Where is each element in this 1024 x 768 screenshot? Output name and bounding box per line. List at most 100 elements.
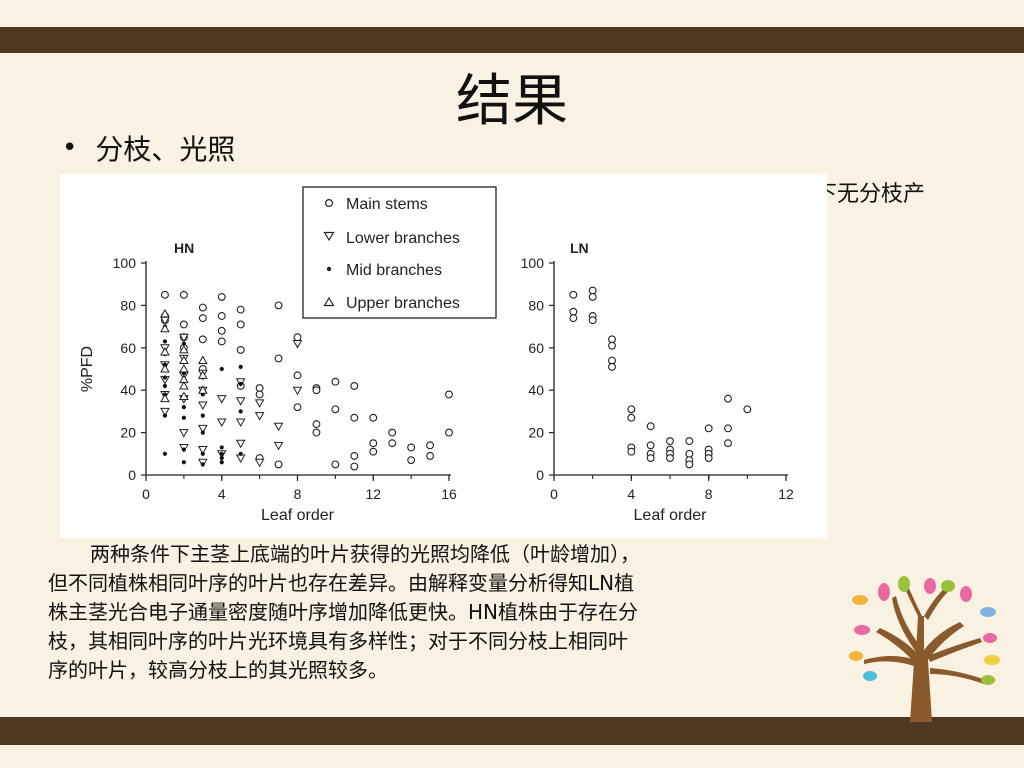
legend-upper-branches: Upper branches xyxy=(346,295,460,312)
panel-hn-point-main-stem xyxy=(331,377,340,386)
panel-hn-point-upper-branch xyxy=(179,355,189,365)
panel-hn-y-tick-label: 100 xyxy=(113,255,137,271)
panel-hn-y-tick-label: 20 xyxy=(120,425,136,441)
panel-hn-point-lower-branch xyxy=(160,407,170,417)
caption: 两种条件下主茎上底端的叶片获得的光照均降低（叶龄增加）， 但不同植株相同叶序的叶… xyxy=(48,540,808,685)
panel-hn-point-mid-branch xyxy=(200,451,205,456)
caption-line-3: 株主茎光合电子通量密度随叶序增加降低更快。HN植株由于存在分 xyxy=(48,600,638,624)
panel-ln-point-main-stem xyxy=(685,460,694,469)
panel-hn-point-lower-branch xyxy=(254,458,265,468)
panel-hn-point-main-stem xyxy=(350,451,359,460)
panel-hn-point-main-stem xyxy=(369,447,378,456)
legend-main-stems: Main stems xyxy=(346,196,428,213)
panel-hn-point-main-stem xyxy=(274,301,283,310)
panel-hn-point-mid-branch xyxy=(162,383,168,389)
panel-ln-x-tick-label: 12 xyxy=(778,486,794,502)
panel-hn-x-tick-label: 8 xyxy=(294,486,302,502)
panel-hn-point-main-stem xyxy=(312,420,321,429)
panel-hn-x-tick-label: 12 xyxy=(365,486,381,502)
panel-hn-x-tick-label: 0 xyxy=(142,486,150,502)
panel-hn-point-upper-branch xyxy=(179,344,189,354)
panel-hn-point-lower-branch xyxy=(235,439,246,449)
panel-hn-point-upper-branch xyxy=(197,385,208,394)
panel-ln-x-tick-label: 8 xyxy=(705,486,713,502)
panel-hn-point-mid-branch xyxy=(219,366,224,372)
legend-mid-branches: Mid branches xyxy=(346,262,442,279)
slide-title: 结果 xyxy=(456,69,568,134)
panel-hn-point-main-stem xyxy=(236,305,245,314)
panel-hn-point-mid-branch xyxy=(238,381,243,386)
panel-ln-point-main-stem xyxy=(646,454,655,462)
panel-hn-point-lower-branch xyxy=(179,333,189,343)
panel-hn-point-main-stem xyxy=(198,335,207,344)
panel-hn-point-main-stem xyxy=(350,462,359,471)
panel-hn-point-mid-branch xyxy=(181,341,186,346)
panel-ln-point-main-stem xyxy=(685,449,694,458)
panel-ln-point-main-stem xyxy=(569,307,578,316)
panel-hn-point-mid-branch xyxy=(162,375,168,380)
panel-ln-point-main-stem xyxy=(646,422,655,431)
panel-hn-point-main-stem xyxy=(236,345,245,354)
panel-ln-point-main-stem xyxy=(588,286,597,295)
panel-hn-point-mid-branch xyxy=(219,460,224,465)
panel-ln-y-tick-label: 20 xyxy=(528,425,544,441)
panel-hn-point-lower-branch xyxy=(197,401,208,411)
panel-hn-point-lower-branch xyxy=(179,429,189,438)
caption-line-1-text: 两种条件下主茎上底端的叶片获得的光照均降低（叶龄增加）， xyxy=(90,542,640,566)
panel-hn-point-main-stem xyxy=(293,371,302,380)
panel-hn-point-mid-branch xyxy=(219,451,224,456)
panel-ln-y-tick-label: 40 xyxy=(528,382,544,398)
panel-hn-point-mid-branch xyxy=(181,405,186,410)
top-band xyxy=(0,27,1024,53)
panel-hn-point-upper-branch xyxy=(197,370,208,379)
panel-hn-point-upper-branch xyxy=(179,391,189,401)
panel-ln-y-tick-label: 60 xyxy=(528,340,544,356)
panel-hn-point-main-stem xyxy=(179,320,188,329)
panel-hn-point-lower-branch xyxy=(235,454,246,464)
panel-hn-point-mid-branch xyxy=(219,445,224,450)
legend-triangle-down-icon xyxy=(323,231,335,242)
panel-hn-point-main-stem xyxy=(350,413,359,422)
panel-ln-point-main-stem xyxy=(608,362,616,371)
panel-hn-point-lower-branch xyxy=(292,340,303,349)
panel-ln-point-main-stem xyxy=(588,292,597,301)
panel-ln-title: LN xyxy=(570,240,589,256)
panel-hn-point-mid-branch xyxy=(162,413,168,418)
panel-hn-point-main-stem xyxy=(274,354,283,363)
panel-ln-point-main-stem xyxy=(608,356,616,365)
bullet-point: • 分枝、光照 xyxy=(62,128,235,168)
panel-ln-point-main-stem xyxy=(646,441,655,450)
panel-hn-point-lower-branch xyxy=(235,397,246,406)
panel-hn-point-main-stem xyxy=(217,326,226,335)
panel-hn-x-tick-label: 4 xyxy=(218,486,226,502)
panel-hn-point-main-stem xyxy=(312,428,321,437)
panel-hn-point-lower-branch xyxy=(292,386,303,396)
panel-hn-point-lower-branch xyxy=(254,399,265,408)
panel-hn-x-axis-label: Leaf order xyxy=(261,507,335,524)
panel-hn-point-main-stem xyxy=(293,403,302,412)
panel-ln-x-axis-label: Leaf order xyxy=(634,507,708,524)
panel-ln-point-main-stem xyxy=(569,314,578,323)
panel-hn-point-main-stem xyxy=(236,320,245,329)
bottom-band xyxy=(0,717,1024,745)
panel-hn-point-mid-branch xyxy=(200,430,205,435)
caption-line-2: 但不同植株相同叶序的叶片也存在差异。由解释变量分析得知LN植 xyxy=(48,571,635,595)
legend-lower-branches: Lower branches xyxy=(346,230,460,247)
caption-line-4: 枝，其相同叶序的叶片光环境具有多样性；对于不同分枝上相同叶 xyxy=(48,629,628,653)
bullet-text: 分枝、光照 xyxy=(95,133,236,166)
panel-hn-point-upper-branch xyxy=(160,393,170,403)
panel-ln-point-main-stem xyxy=(588,316,597,325)
panel-ln-x-tick-label: 4 xyxy=(627,486,635,502)
panel-hn-point-main-stem xyxy=(388,428,397,437)
legend-triangle-up-icon xyxy=(323,296,335,307)
panel-hn-point-main-stem xyxy=(198,314,207,323)
panel-hn-point-lower-branch xyxy=(216,395,227,404)
panel-ln-point-main-stem xyxy=(627,447,636,456)
panel-hn-point-mid-branch xyxy=(200,462,205,467)
panel-hn-point-upper-branch xyxy=(197,355,208,365)
panel-hn-point-upper-branch xyxy=(179,363,189,373)
panel-ln-point-main-stem xyxy=(569,290,578,299)
panel-ln-point-main-stem xyxy=(724,394,732,403)
panel-hn-point-mid-branch xyxy=(162,451,168,456)
panel-hn-point-main-stem xyxy=(217,337,226,346)
